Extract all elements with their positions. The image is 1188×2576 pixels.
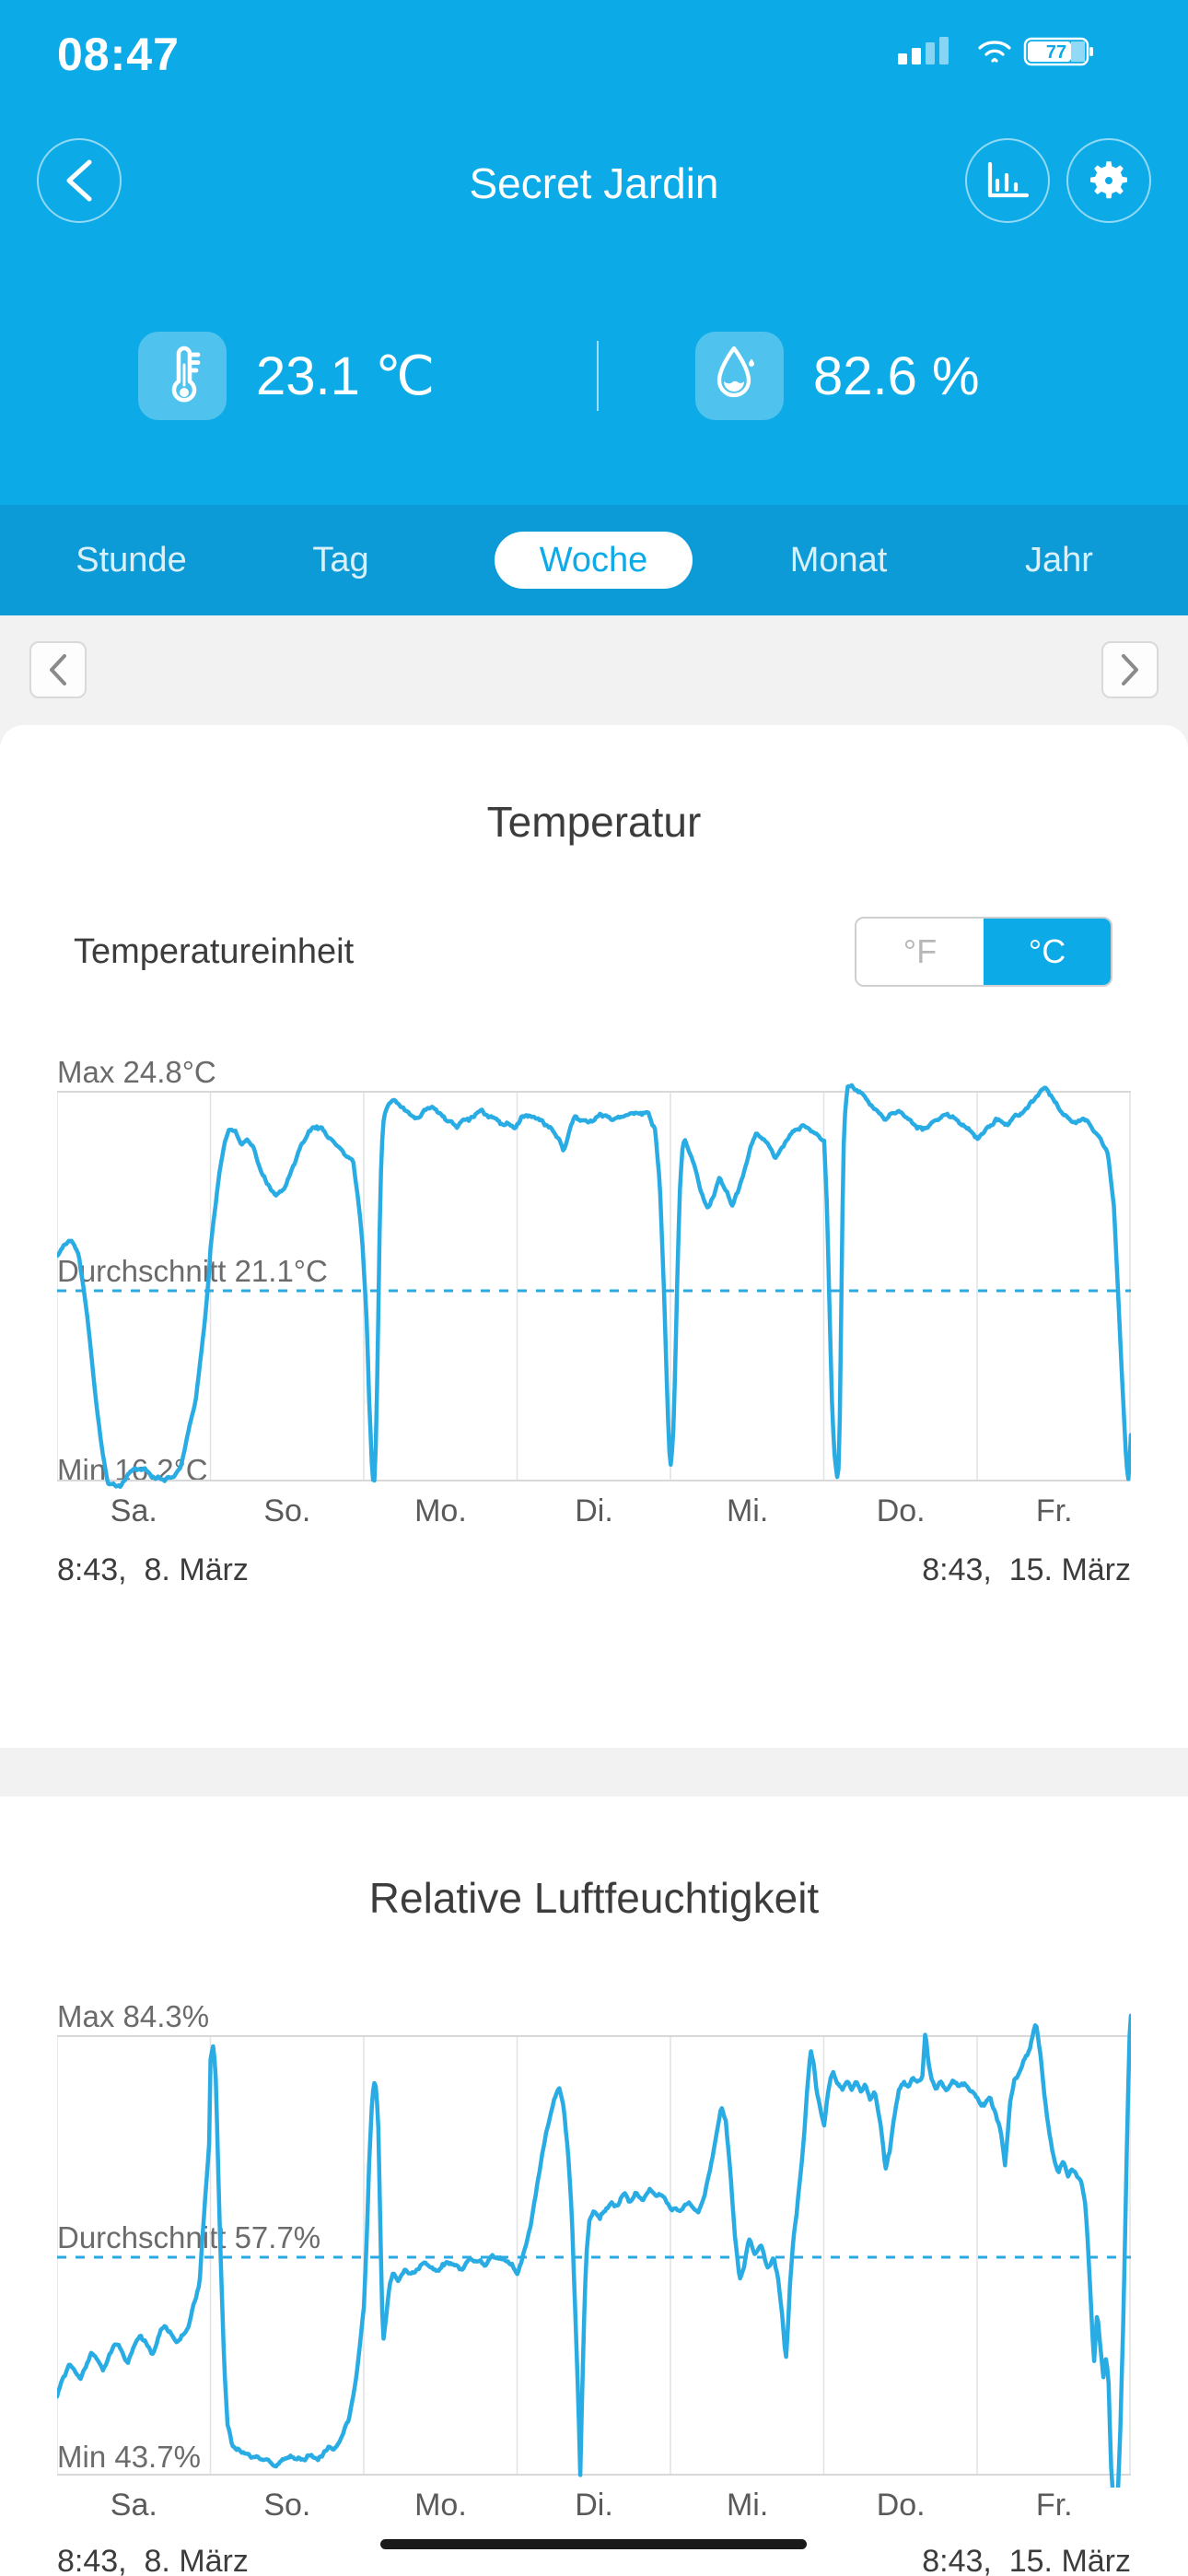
svg-text:77: 77 [1046, 42, 1066, 63]
